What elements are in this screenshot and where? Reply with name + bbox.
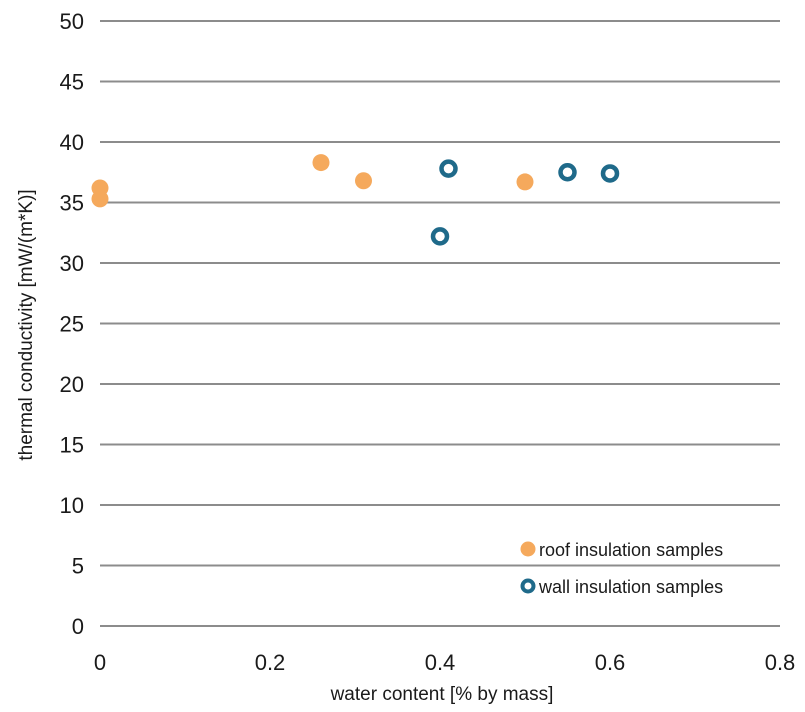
x-tick-label: 0.2 (255, 650, 286, 675)
legend-marker-roof (520, 541, 536, 557)
y-tick-label: 40 (60, 130, 84, 155)
legend-item-roof: roof insulation samples (520, 540, 723, 560)
y-tick-label: 15 (60, 433, 84, 458)
y-tick-label: 45 (60, 70, 84, 95)
y-tick-label: 5 (72, 554, 84, 579)
legend-marker-wall (520, 578, 536, 594)
x-tick-label: 0.6 (595, 650, 626, 675)
y-tick-label: 10 (60, 493, 84, 518)
wall-sample-point (430, 227, 450, 246)
x-tick-label: 0.8 (765, 650, 796, 675)
y-tick-label: 50 (60, 9, 84, 34)
wall-sample-point (558, 163, 577, 182)
x-axis-title: water content [% by mass] (330, 684, 554, 705)
wall-sample-point (600, 164, 620, 183)
roof-sample-point (312, 154, 330, 172)
y-tick-label: 20 (60, 372, 84, 397)
y-tick-label: 35 (60, 191, 84, 216)
y-tick-label: 30 (60, 251, 84, 276)
roof-sample-point (91, 190, 109, 208)
y-axis-ticks: 0 5 10 15 20 25 30 35 40 45 50 (60, 9, 84, 639)
roof-sample-point (355, 172, 372, 190)
y-axis-title: thermal conductivity [mW/(m*K)] (16, 189, 37, 460)
wall-sample-point (439, 159, 458, 178)
data-points (91, 154, 620, 246)
x-tick-label: 0 (94, 650, 106, 675)
y-tick-label: 0 (72, 614, 84, 639)
legend-label-wall: wall insulation samples (538, 577, 723, 597)
legend: roof insulation samples wall insulation … (520, 540, 723, 597)
x-tick-label: 0.4 (425, 650, 456, 675)
x-axis-ticks: 0 0.2 0.4 0.6 0.8 (94, 650, 795, 675)
legend-label-roof: roof insulation samples (539, 540, 723, 560)
roof-sample-point (516, 173, 534, 191)
y-tick-label: 25 (60, 312, 84, 337)
legend-item-wall: wall insulation samples (520, 577, 723, 597)
gridlines (100, 20, 780, 627)
